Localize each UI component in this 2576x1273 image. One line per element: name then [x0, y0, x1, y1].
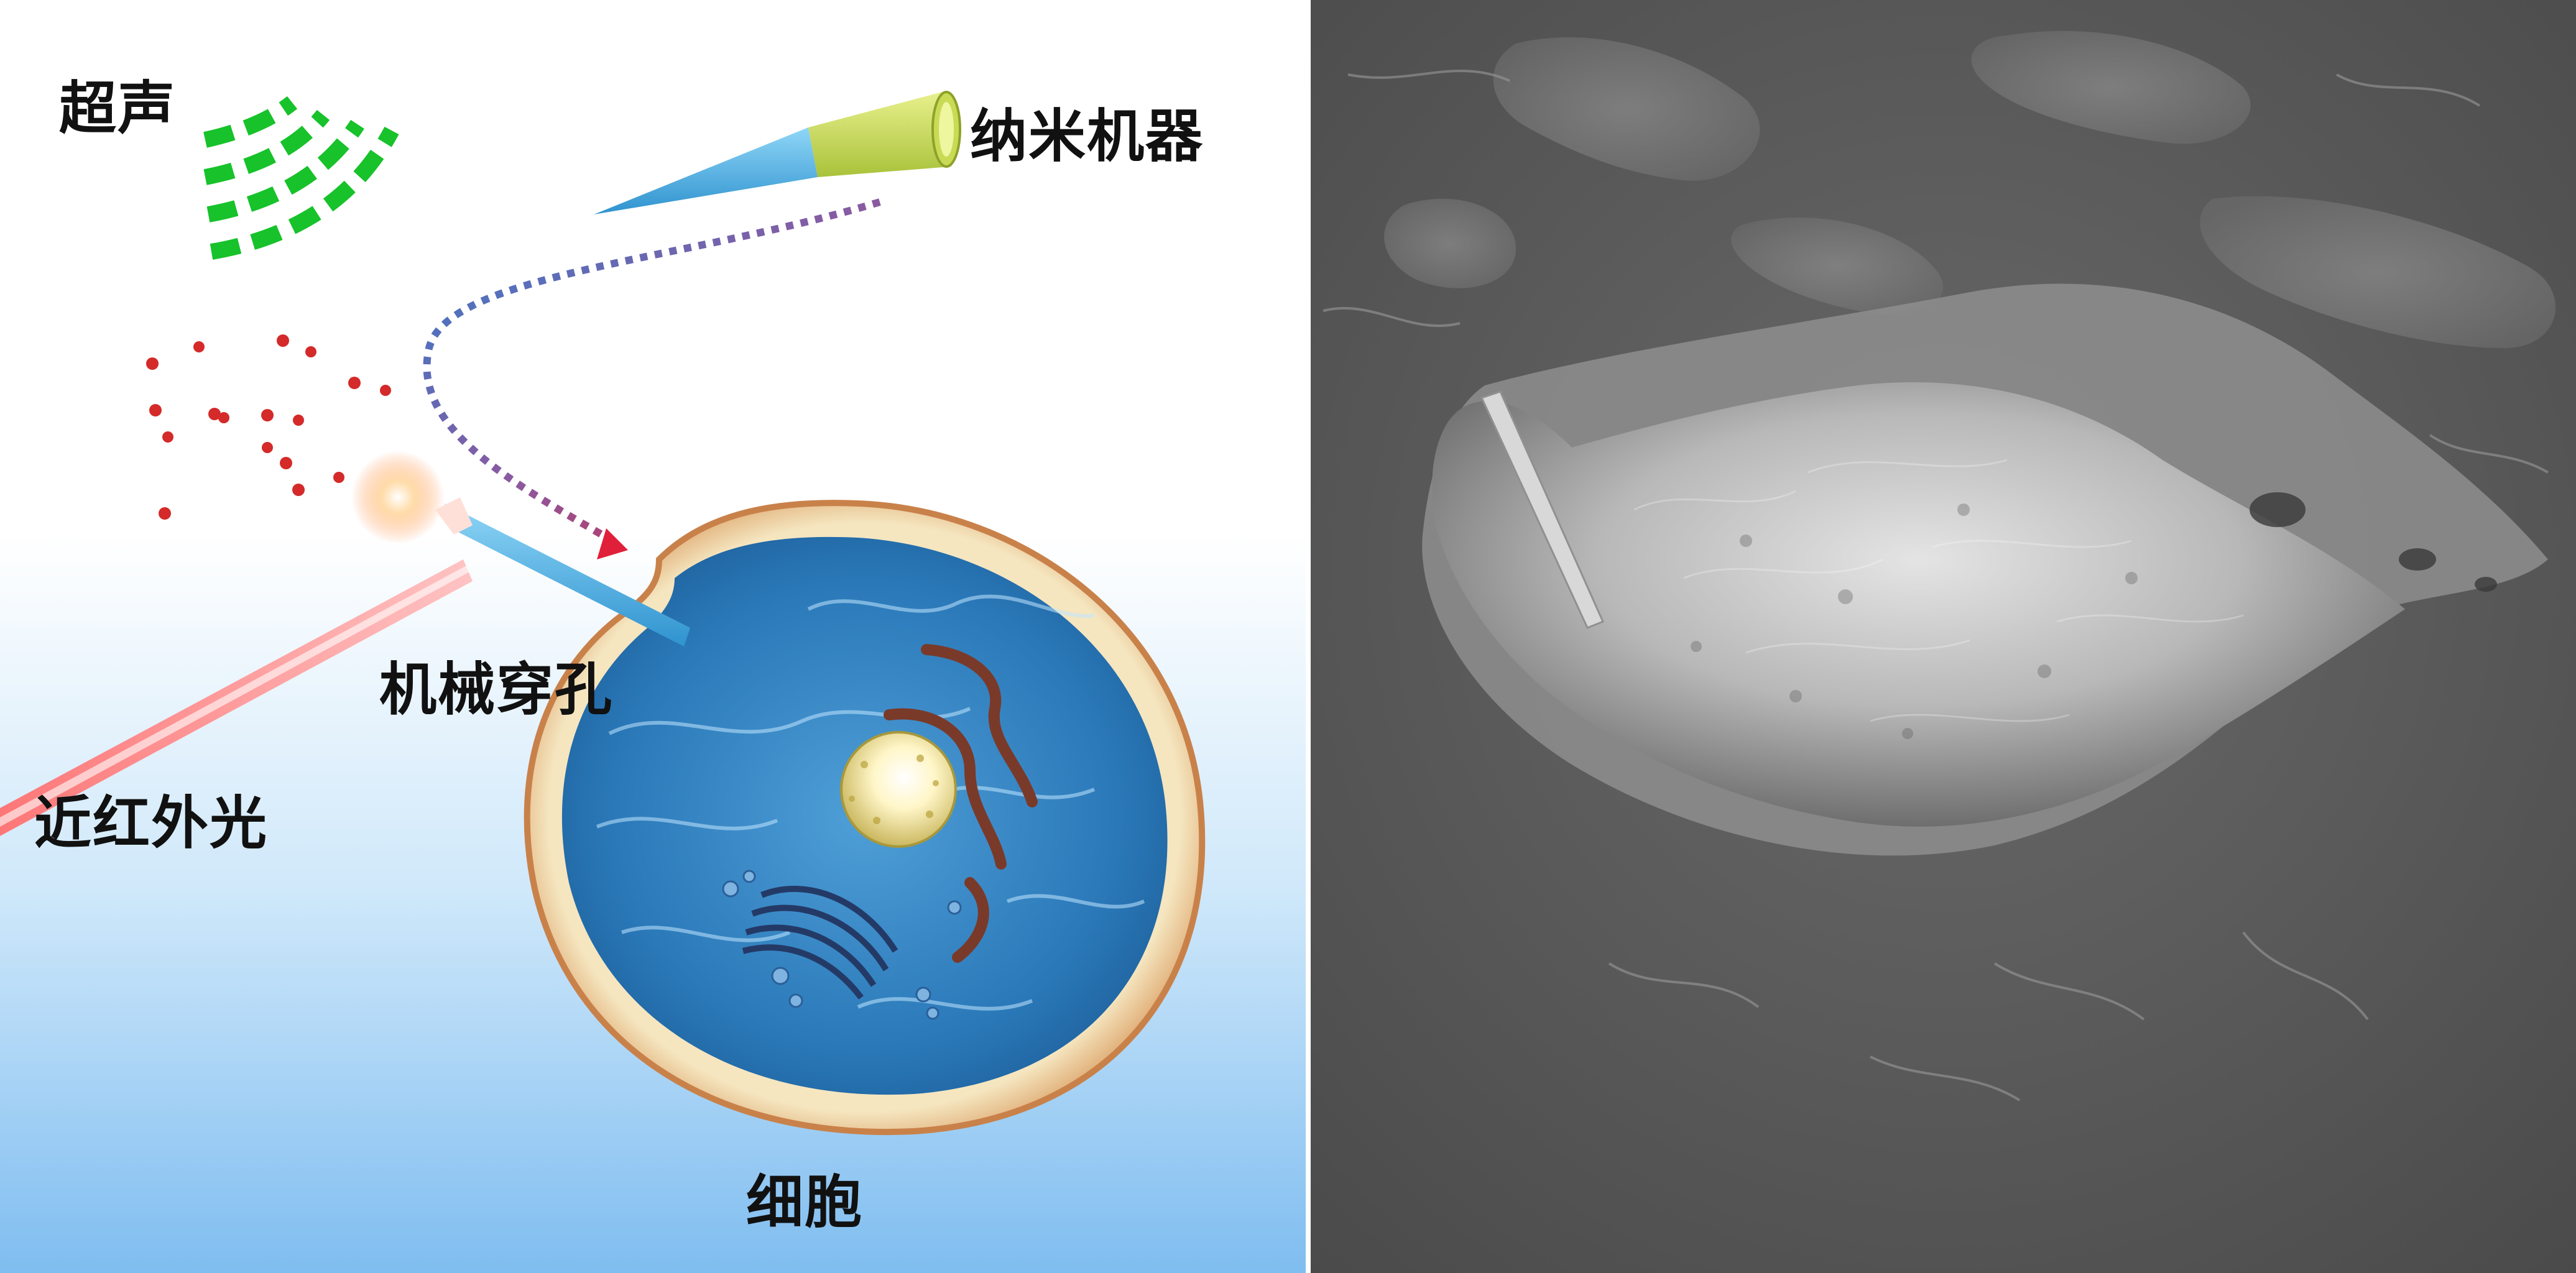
filaments: [1323, 69, 2549, 1101]
cell-label: 细胞: [746, 1169, 864, 1236]
nanomachine-label: 纳米机器: [970, 103, 1204, 170]
panel-divider: [1306, 0, 1311, 1273]
cell-nucleus: [840, 731, 957, 848]
golgi-apparatus: [742, 886, 898, 1000]
schematic-panel: 超声 纳米机器 机械穿孔 近红外光 细胞: [0, 0, 1306, 1273]
cell-body: [1432, 382, 2405, 827]
cell-surface-texture: [1633, 459, 2244, 722]
nanomachine-icon: [594, 91, 961, 214]
substrate-debris: [1383, 30, 2556, 348]
ultrasound-label: 超声: [59, 75, 177, 142]
near-infrared-laser: [0, 559, 473, 836]
perforation-probe: [351, 451, 690, 646]
vesicles: [722, 870, 962, 1020]
nanomachine-trajectory: [423, 198, 881, 545]
nanomachine-rod-icon: [1480, 390, 1605, 629]
schematic-illustration: [0, 0, 1306, 1273]
sem-micrograph: [1311, 0, 2576, 1273]
near-infrared-label: 近红外光: [34, 790, 269, 857]
sem-micrograph-panel: [1311, 0, 2576, 1273]
mechanical-perforation-label: 机械穿孔: [379, 656, 614, 723]
cell-illustration: [524, 500, 1206, 1135]
trajectory-arrowhead-icon: [597, 528, 628, 559]
endoplasmic-reticulum: [884, 644, 1038, 963]
ultrasound-waves-icon: [203, 96, 399, 260]
